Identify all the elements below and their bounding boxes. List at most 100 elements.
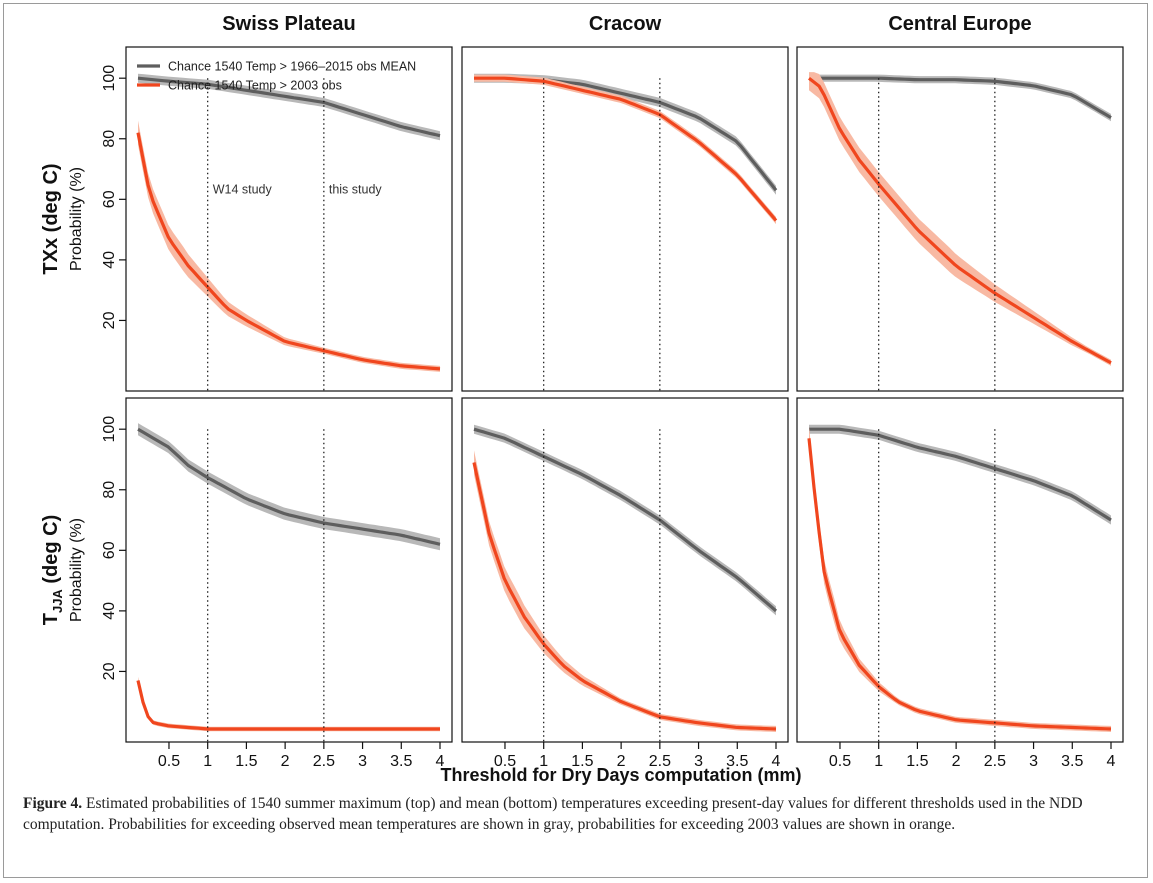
- x-tick-label: 2.5: [984, 753, 1006, 770]
- orange-series-line: [807, 438, 1112, 731]
- panel-r0-c1: [461, 46, 789, 392]
- x-tick-label: 4: [772, 753, 781, 770]
- panel-r1-c1: 0.5 1 1.5 2 2.5 3 3.5 4: [461, 397, 789, 770]
- x-tick-label: 2.5: [313, 753, 335, 770]
- orange-uncertainty-band: [138, 676, 440, 732]
- column-title: Central Europe: [888, 13, 1031, 35]
- gray-uncertainty-band: [809, 74, 1111, 122]
- y-axis-label-text: Probability (%): [68, 518, 85, 622]
- gray-uncertainty-band: [138, 423, 440, 551]
- figure-caption: Figure 4. Estimated probabilities of 154…: [23, 793, 1133, 835]
- y-tick-label: 60: [101, 541, 118, 559]
- column-title: Swiss Plateau: [222, 13, 355, 35]
- y-axis-label: Probability (%): [68, 167, 85, 271]
- legend: Chance 1540 Temp > 1966–2015 obs MEAN Cha…: [137, 60, 416, 93]
- y-tick-label: 60: [101, 190, 118, 208]
- x-tick-label: 1: [539, 753, 548, 770]
- orange-series-line: [472, 462, 777, 731]
- x-tick-label: 3.5: [390, 753, 412, 770]
- gray-uncertainty-band: [474, 73, 776, 195]
- x-tick-label: 2: [281, 753, 290, 770]
- orange-uncertainty-band: [138, 120, 440, 372]
- orange-series-line: [474, 76, 778, 222]
- y-tick-label: 80: [101, 130, 118, 148]
- y-tick-label-text: 100: [101, 416, 118, 443]
- orange-uncertainty-band: [809, 426, 1111, 732]
- row-label-main: TXx (deg C): [40, 163, 62, 274]
- orange-uncertainty-band: [809, 72, 1111, 366]
- orange-uncertainty-band: [474, 450, 776, 732]
- panel-frame: [796, 46, 1124, 392]
- x-tick-label: 1.5: [235, 753, 257, 770]
- x-tick-label: 4: [1107, 753, 1116, 770]
- panel-r0-c2: [796, 46, 1124, 392]
- x-tick-label: 2: [952, 753, 961, 770]
- panel-frame: [125, 397, 453, 743]
- y-tick-label-text: 20: [101, 311, 118, 329]
- reference-vline-label: this study: [329, 182, 383, 196]
- x-tick-label: 3.5: [726, 753, 748, 770]
- y-tick-label-text: 80: [101, 481, 118, 499]
- legend-entry: Chance 1540 Temp > 1966–2015 obs MEAN: [168, 60, 416, 74]
- gray-series-line: [473, 427, 778, 613]
- gray-uncertainty-band: [474, 424, 776, 616]
- orange-series-line: [136, 680, 440, 731]
- orange-series-line: [808, 76, 1112, 365]
- x-tick-label: 1: [203, 753, 212, 770]
- row-label: TJJA (deg C): [40, 515, 65, 626]
- y-tick-label-text: 100: [101, 65, 118, 92]
- panel-frame: [125, 46, 453, 392]
- chart-panel-grid: Swiss Plateau Cracow Central Europe TXx (de…: [40, 13, 1124, 785]
- row-label-text: TXx (deg C): [40, 163, 62, 274]
- y-tick-label: 100: [101, 416, 118, 443]
- panel-r1-c2: 0.5 1 1.5 2 2.5 3 3.5 4: [796, 397, 1124, 770]
- y-axis-label-text: Probability (%): [68, 167, 85, 271]
- x-tick-label: 3: [694, 753, 703, 770]
- x-tick-label: 2.5: [649, 753, 671, 770]
- caption-label: Figure 4.: [23, 795, 83, 812]
- y-tick-label-text: 40: [101, 602, 118, 620]
- x-tick-label: 3.5: [1061, 753, 1083, 770]
- x-tick-label: 0.5: [494, 753, 516, 770]
- x-tick-label: 1.5: [571, 753, 593, 770]
- x-tick-label: 3: [1029, 753, 1038, 770]
- column-title: Cracow: [589, 13, 662, 35]
- panel-r1-c0: 20 40 60 80 100 0.5 1 1.5 2 2.5 3 3.5 4: [101, 397, 453, 770]
- gray-series-line: [809, 427, 1112, 522]
- gray-series-line: [137, 427, 441, 546]
- caption-text: Estimated probabilities of 1540 summer m…: [23, 795, 1083, 833]
- x-axis-label: Threshold for Dry Days computation (mm): [440, 765, 801, 785]
- row-label-text: TJJA (deg C): [40, 515, 65, 626]
- y-tick-label: 40: [101, 251, 118, 269]
- x-tick-label: 0.5: [829, 753, 851, 770]
- y-axis-label: Probability (%): [68, 518, 85, 622]
- y-tick-label: 20: [101, 662, 118, 680]
- panel-frame: [796, 397, 1124, 743]
- gray-uncertainty-band: [809, 424, 1111, 525]
- y-tick-label-text: 80: [101, 130, 118, 148]
- reference-vline-label: W14 study: [213, 182, 273, 196]
- y-tick-label-text: 40: [101, 251, 118, 269]
- y-tick-label: 20: [101, 311, 118, 329]
- row-label: TXx (deg C): [40, 163, 62, 274]
- row-label-main: T: [40, 613, 62, 625]
- x-tick-label: 3: [358, 753, 367, 770]
- y-tick-label: 80: [101, 481, 118, 499]
- orange-series-line: [136, 132, 441, 371]
- gray-series-line: [809, 76, 1112, 119]
- panel-frame: [461, 397, 789, 743]
- y-tick-label-text: 60: [101, 190, 118, 208]
- row-label-suffix: (deg C): [40, 515, 62, 589]
- legend-entry: Chance 1540 Temp > 2003 obs: [168, 79, 342, 93]
- x-tick-label: 0.5: [158, 753, 180, 770]
- figure-frame: [3, 3, 1148, 878]
- x-tick-label: 4: [436, 753, 445, 770]
- panel-r0-c0: W14 study this study 20 40 60 80 100: [101, 46, 453, 392]
- y-tick-label: 100: [101, 65, 118, 92]
- y-tick-label: 40: [101, 602, 118, 620]
- y-tick-label-text: 20: [101, 662, 118, 680]
- row-label-subscript: JJA: [50, 589, 65, 613]
- orange-uncertainty-band: [474, 74, 776, 225]
- x-tick-label: 1: [874, 753, 883, 770]
- x-tick-label: 2: [617, 753, 626, 770]
